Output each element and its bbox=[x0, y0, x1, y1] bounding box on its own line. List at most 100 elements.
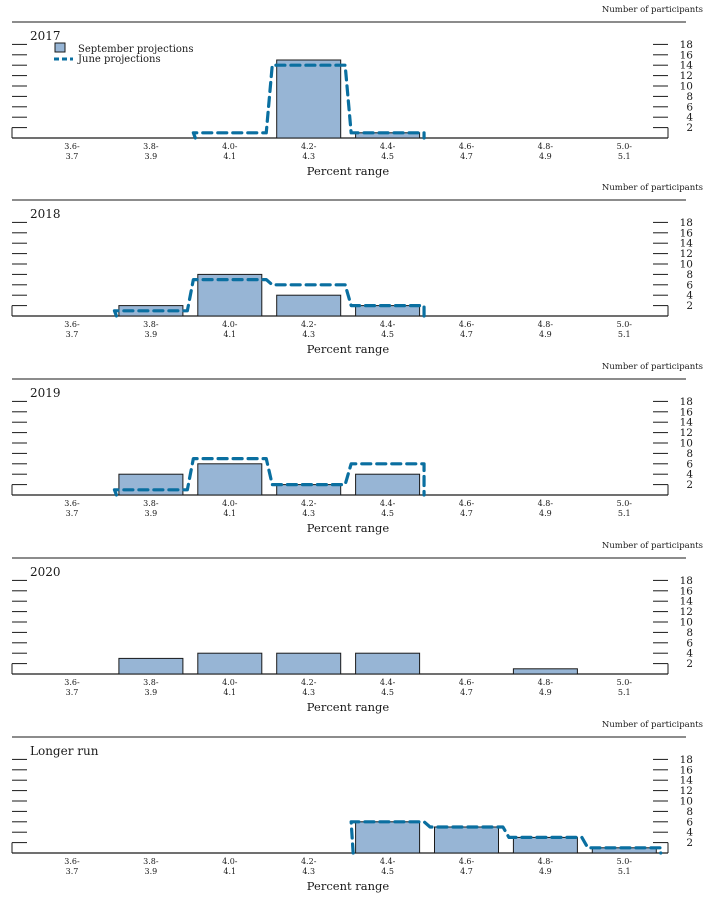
x-tick-label-top: 3.6- bbox=[64, 320, 80, 329]
september-bar bbox=[512, 836, 578, 854]
x-tick-label-bottom: 4.7 bbox=[460, 509, 473, 518]
x-tick-label-top: 4.6- bbox=[459, 320, 475, 329]
x-tick-label-bottom: 4.7 bbox=[460, 688, 473, 697]
x-tick-label-bottom: 3.7 bbox=[66, 152, 79, 161]
september-bar bbox=[512, 668, 578, 675]
x-tick-label-top: 3.8- bbox=[143, 320, 159, 329]
y-tick-label: 4 bbox=[686, 648, 693, 660]
x-tick-label-bottom: 4.1 bbox=[223, 152, 236, 161]
x-tick-label-top: 3.8- bbox=[143, 499, 159, 508]
x-tick-label-bottom: 3.9 bbox=[145, 330, 158, 339]
x-tick-label-top: 4.8- bbox=[538, 320, 554, 329]
legend-september-swatch bbox=[54, 42, 66, 53]
x-axis-title: Percent range bbox=[307, 164, 390, 178]
y-axis-title: Number of participants bbox=[602, 362, 703, 372]
september-bar bbox=[276, 294, 342, 317]
y-tick-label: 18 bbox=[680, 217, 693, 229]
september-bar bbox=[118, 473, 184, 496]
x-tick-label-top: 4.6- bbox=[459, 857, 475, 866]
x-tick-label-top: 4.0- bbox=[222, 142, 238, 151]
x-tick-label-top: 4.0- bbox=[222, 678, 238, 687]
y-tick-label: 16 bbox=[680, 406, 694, 418]
y-tick-label: 8 bbox=[686, 806, 693, 818]
x-tick-label-bottom: 3.9 bbox=[145, 152, 158, 161]
x-tick-label-top: 5.0- bbox=[617, 499, 633, 508]
y-tick-label: 16 bbox=[680, 227, 694, 239]
y-tick-label: 4 bbox=[686, 112, 693, 124]
y-tick-label: 8 bbox=[686, 448, 693, 460]
x-axis-title: Percent range bbox=[307, 342, 390, 356]
y-tick-label: 6 bbox=[686, 279, 693, 291]
x-axis-title: Percent range bbox=[307, 521, 390, 535]
y-tick-label: 6 bbox=[686, 816, 693, 828]
september-bar bbox=[276, 59, 342, 139]
y-tick-label: 10 bbox=[680, 617, 693, 629]
september-bar bbox=[355, 821, 421, 854]
x-tick-label-top: 5.0- bbox=[617, 857, 633, 866]
x-tick-label-bottom: 3.7 bbox=[66, 509, 79, 518]
legend-september-label: September projections bbox=[78, 44, 194, 55]
y-tick-label: 4 bbox=[686, 290, 693, 302]
y-tick-label: 8 bbox=[686, 269, 693, 281]
x-tick-label-bottom: 4.9 bbox=[539, 152, 552, 161]
x-tick-label-top: 5.0- bbox=[617, 142, 633, 151]
x-tick-label-bottom: 4.5 bbox=[381, 509, 394, 518]
y-tick-label: 16 bbox=[680, 585, 694, 597]
september-bar bbox=[197, 463, 263, 496]
x-tick-label-top: 4.2- bbox=[301, 678, 317, 687]
x-tick-label-bottom: 5.1 bbox=[618, 509, 631, 518]
x-tick-label-bottom: 4.7 bbox=[460, 330, 473, 339]
x-tick-label-top: 4.8- bbox=[538, 499, 554, 508]
x-tick-label-bottom: 4.3 bbox=[302, 867, 315, 876]
september-bar bbox=[355, 652, 421, 675]
x-tick-label-bottom: 5.1 bbox=[618, 688, 631, 697]
x-tick-label-top: 4.2- bbox=[301, 142, 317, 151]
y-tick-label: 12 bbox=[680, 606, 693, 618]
y-axis-title: Number of participants bbox=[602, 5, 703, 15]
y-tick-label: 14 bbox=[680, 775, 694, 787]
x-tick-label-bottom: 4.3 bbox=[302, 152, 315, 161]
y-tick-label: 14 bbox=[680, 596, 694, 608]
x-tick-label-top: 4.0- bbox=[222, 499, 238, 508]
y-tick-label: 12 bbox=[680, 248, 693, 260]
y-tick-label: 10 bbox=[680, 259, 693, 271]
september-bar bbox=[118, 657, 184, 675]
june-projections-step-line bbox=[112, 278, 426, 318]
y-tick-label: 2 bbox=[686, 658, 693, 670]
x-tick-label-top: 4.6- bbox=[459, 499, 475, 508]
x-tick-label-top: 4.4- bbox=[380, 857, 396, 866]
y-tick-label: 14 bbox=[680, 60, 694, 72]
y-tick-label: 18 bbox=[680, 575, 693, 587]
y-tick-label: 16 bbox=[680, 49, 694, 61]
x-tick-label-top: 4.2- bbox=[301, 857, 317, 866]
y-tick-label: 12 bbox=[680, 785, 693, 797]
y-tick-label: 2 bbox=[686, 837, 693, 849]
y-tick-label: 4 bbox=[686, 469, 693, 481]
x-tick-label-bottom: 3.7 bbox=[66, 688, 79, 697]
june-projections-step-line bbox=[112, 457, 426, 497]
panel-title: 2017 bbox=[30, 29, 61, 43]
x-tick-label-top: 4.6- bbox=[459, 678, 475, 687]
x-tick-label-bottom: 3.9 bbox=[145, 867, 158, 876]
panel-title: Longer run bbox=[30, 744, 99, 758]
legend-june-label: June projections bbox=[77, 54, 161, 65]
september-bar bbox=[197, 652, 263, 675]
x-tick-label-bottom: 4.5 bbox=[381, 688, 394, 697]
x-tick-label-bottom: 3.7 bbox=[66, 330, 79, 339]
x-tick-label-bottom: 4.5 bbox=[381, 330, 394, 339]
x-tick-label-bottom: 4.7 bbox=[460, 152, 473, 161]
x-axis-title: Percent range bbox=[307, 879, 390, 893]
x-tick-label-bottom: 4.1 bbox=[223, 509, 236, 518]
x-tick-label-top: 3.8- bbox=[143, 857, 159, 866]
x-tick-label-top: 4.0- bbox=[222, 857, 238, 866]
x-tick-label-top: 4.2- bbox=[301, 499, 317, 508]
y-tick-label: 6 bbox=[686, 101, 693, 113]
june-projections-step-line bbox=[349, 820, 663, 855]
x-tick-label-bottom: 4.3 bbox=[302, 330, 315, 339]
x-tick-label-bottom: 4.3 bbox=[302, 688, 315, 697]
september-bar bbox=[197, 273, 263, 317]
x-tick-label-top: 4.4- bbox=[380, 499, 396, 508]
y-tick-label: 14 bbox=[680, 417, 694, 429]
x-tick-label-bottom: 5.1 bbox=[618, 867, 631, 876]
panel-title: 2020 bbox=[30, 565, 61, 579]
